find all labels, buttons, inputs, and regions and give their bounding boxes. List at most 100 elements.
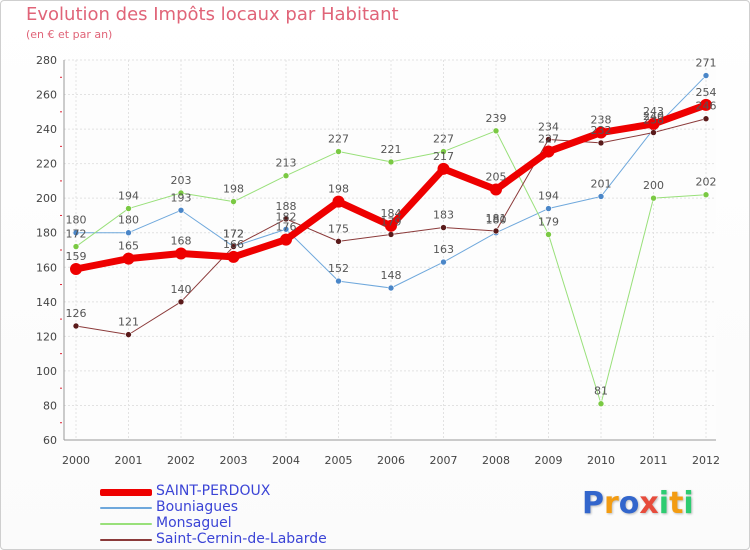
data-label: 213 — [276, 157, 297, 170]
legend-label: Monsaguel — [156, 515, 232, 531]
data-point — [545, 205, 552, 212]
data-point — [335, 238, 342, 245]
data-label: 180 — [66, 214, 87, 227]
x-tick-label: 2005 — [325, 454, 353, 467]
proxiti-logo: Proxiti — [582, 486, 694, 521]
data-point — [702, 72, 710, 79]
data-label: 243 — [643, 105, 664, 118]
logo-letter: P — [582, 486, 604, 521]
data-label: 201 — [591, 177, 612, 190]
data-label: 168 — [171, 234, 192, 247]
y-tick-label: 280 — [36, 54, 57, 67]
y-tick-label: 260 — [36, 89, 57, 102]
x-tick-label: 2008 — [482, 454, 510, 467]
data-label: 239 — [486, 112, 507, 125]
data-label: 200 — [643, 179, 664, 192]
data-point — [702, 115, 710, 123]
data-label: 183 — [433, 209, 454, 222]
data-point — [597, 139, 605, 147]
data-point — [545, 136, 552, 143]
legend-label: Saint-Cernin-de-Labarde — [156, 531, 327, 547]
data-label: 227 — [433, 133, 454, 146]
data-point — [122, 252, 135, 265]
data-label: 246 — [696, 100, 717, 113]
x-tick-label: 2012 — [692, 454, 720, 467]
x-tick-label: 2004 — [272, 454, 300, 467]
data-label: 240 — [643, 110, 664, 123]
data-label: 227 — [328, 133, 349, 146]
data-label: 205 — [486, 171, 507, 184]
logo-letter: t — [669, 486, 684, 521]
data-point — [437, 162, 450, 175]
legend-label: Bouniagues — [156, 499, 239, 515]
data-point — [647, 117, 660, 130]
data-label: 126 — [66, 307, 87, 320]
data-label: 121 — [118, 316, 139, 329]
logo-letter: r — [604, 486, 619, 521]
data-label: 234 — [538, 120, 559, 133]
y-tick-label: 120 — [36, 330, 57, 343]
data-point — [227, 250, 240, 263]
data-label: 172 — [66, 228, 87, 241]
data-label: 221 — [381, 143, 402, 156]
data-point — [595, 126, 607, 139]
data-point — [650, 194, 657, 202]
data-label: 172 — [223, 228, 244, 241]
data-label: 179 — [538, 215, 559, 228]
data-point — [542, 145, 555, 158]
data-point — [335, 277, 342, 285]
data-label: 175 — [328, 222, 349, 235]
data-label: 271 — [696, 57, 717, 70]
data-label: 179 — [381, 215, 402, 228]
data-point — [597, 193, 605, 200]
logo-letter: x — [639, 486, 659, 521]
legend-swatch — [100, 507, 152, 509]
data-label: 163 — [433, 243, 454, 256]
data-label: 198 — [223, 183, 244, 196]
x-tick-label: 2007 — [430, 454, 458, 467]
data-label: 203 — [171, 174, 192, 187]
data-label: 202 — [696, 176, 717, 189]
x-tick-label: 2002 — [167, 454, 195, 467]
data-point — [282, 225, 290, 233]
y-tick-label: 100 — [36, 365, 57, 378]
data-point — [700, 98, 712, 111]
x-tick-label: 2003 — [220, 454, 248, 467]
data-point — [72, 229, 80, 237]
data-point — [702, 191, 710, 199]
data-point — [387, 284, 395, 292]
chart-title: Evolution des Impôts locaux par Habitant — [26, 4, 399, 25]
data-label: 159 — [66, 250, 87, 263]
data-label: 254 — [696, 86, 717, 99]
logo-letter: o — [618, 486, 640, 521]
x-tick-label: 2000 — [62, 454, 90, 467]
data-point — [545, 231, 552, 238]
data-label: 152 — [328, 262, 349, 275]
y-tick-label: 200 — [36, 192, 57, 205]
y-tick-label: 220 — [36, 158, 57, 171]
data-label: 198 — [328, 183, 349, 196]
data-label: 238 — [643, 114, 664, 127]
data-point — [177, 206, 185, 214]
data-label: 217 — [433, 150, 454, 163]
logo-letter: i — [683, 486, 694, 521]
data-label: 165 — [118, 240, 139, 253]
x-tick-label: 2009 — [535, 454, 563, 467]
data-point — [440, 224, 447, 231]
plot-area — [64, 60, 716, 440]
data-label: 181 — [486, 212, 507, 225]
data-label: 180 — [486, 214, 507, 227]
x-tick-label: 2001 — [115, 454, 143, 467]
data-label: 193 — [171, 191, 192, 204]
data-label: 172 — [223, 228, 244, 241]
logo-letter: i — [658, 486, 670, 521]
data-label: 188 — [276, 200, 297, 213]
data-label: 238 — [591, 114, 612, 127]
data-point — [125, 229, 132, 237]
data-label: 180 — [118, 214, 139, 227]
data-label: 227 — [538, 133, 559, 146]
data-label: 140 — [171, 283, 192, 296]
data-point — [72, 243, 80, 250]
data-point — [385, 219, 397, 232]
data-point — [490, 183, 502, 196]
